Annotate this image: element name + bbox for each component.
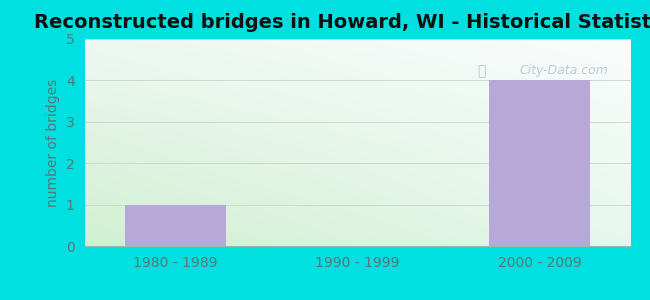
Text: Ⓜ: Ⓜ <box>478 64 486 78</box>
Bar <box>489 80 590 246</box>
Bar <box>125 205 226 246</box>
Text: City-Data.com: City-Data.com <box>520 64 608 77</box>
Title: Reconstructed bridges in Howard, WI - Historical Statistics: Reconstructed bridges in Howard, WI - Hi… <box>34 13 650 32</box>
Y-axis label: number of bridges: number of bridges <box>46 78 60 207</box>
